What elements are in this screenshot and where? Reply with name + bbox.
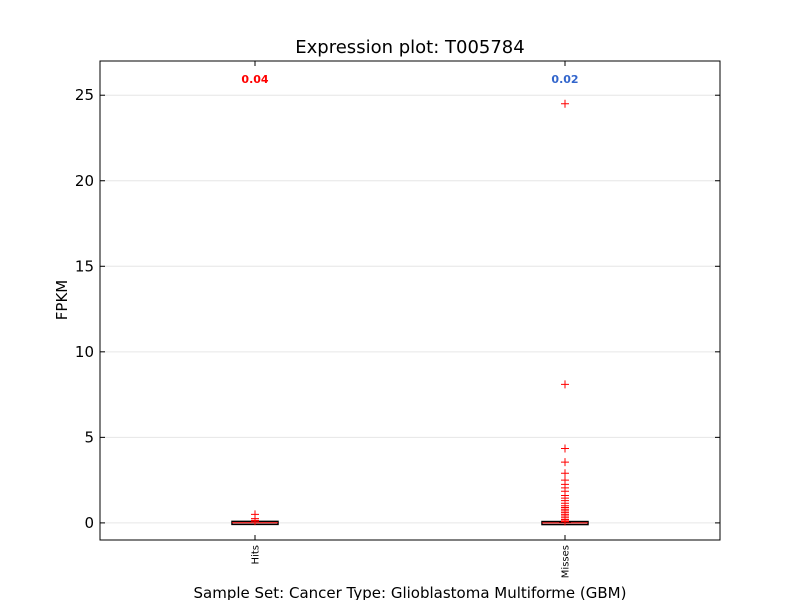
x-category-label: Misses: [561, 545, 572, 578]
y-axis: 0 5 10 15 20 25: [75, 86, 720, 532]
outlier-point: [561, 458, 569, 467]
plot-frame: [99, 60, 721, 541]
gridlines: [100, 94, 720, 524]
plot-marks: [231, 99, 589, 526]
stat-label: 0.02: [551, 73, 578, 86]
y-tick-label: 25: [75, 86, 94, 104]
outlier-point: [561, 444, 569, 453]
y-axis-label: FPKM: [53, 280, 71, 320]
outlier-point: [561, 99, 569, 108]
y-tick-label: 15: [75, 257, 94, 275]
y-tick-label: 10: [75, 343, 94, 361]
x-axis: Hits Misses: [251, 61, 572, 578]
y-tick-label: 20: [75, 172, 94, 190]
stat-labels: 0.04 0.02: [241, 73, 578, 86]
chart-title: Expression plot: T005784: [295, 37, 524, 58]
y-tick-label: 0: [84, 514, 94, 532]
x-category-label: Hits: [251, 545, 262, 564]
outlier-point: [561, 517, 569, 526]
outlier-point: [561, 469, 569, 478]
stat-label: 0.04: [241, 73, 268, 86]
x-axis-label: Sample Set: Cancer Type: Glioblastoma Mu…: [194, 584, 627, 600]
y-tick-label: 5: [84, 428, 94, 446]
outlier-point: [251, 517, 259, 526]
outlier-point: [561, 380, 569, 389]
